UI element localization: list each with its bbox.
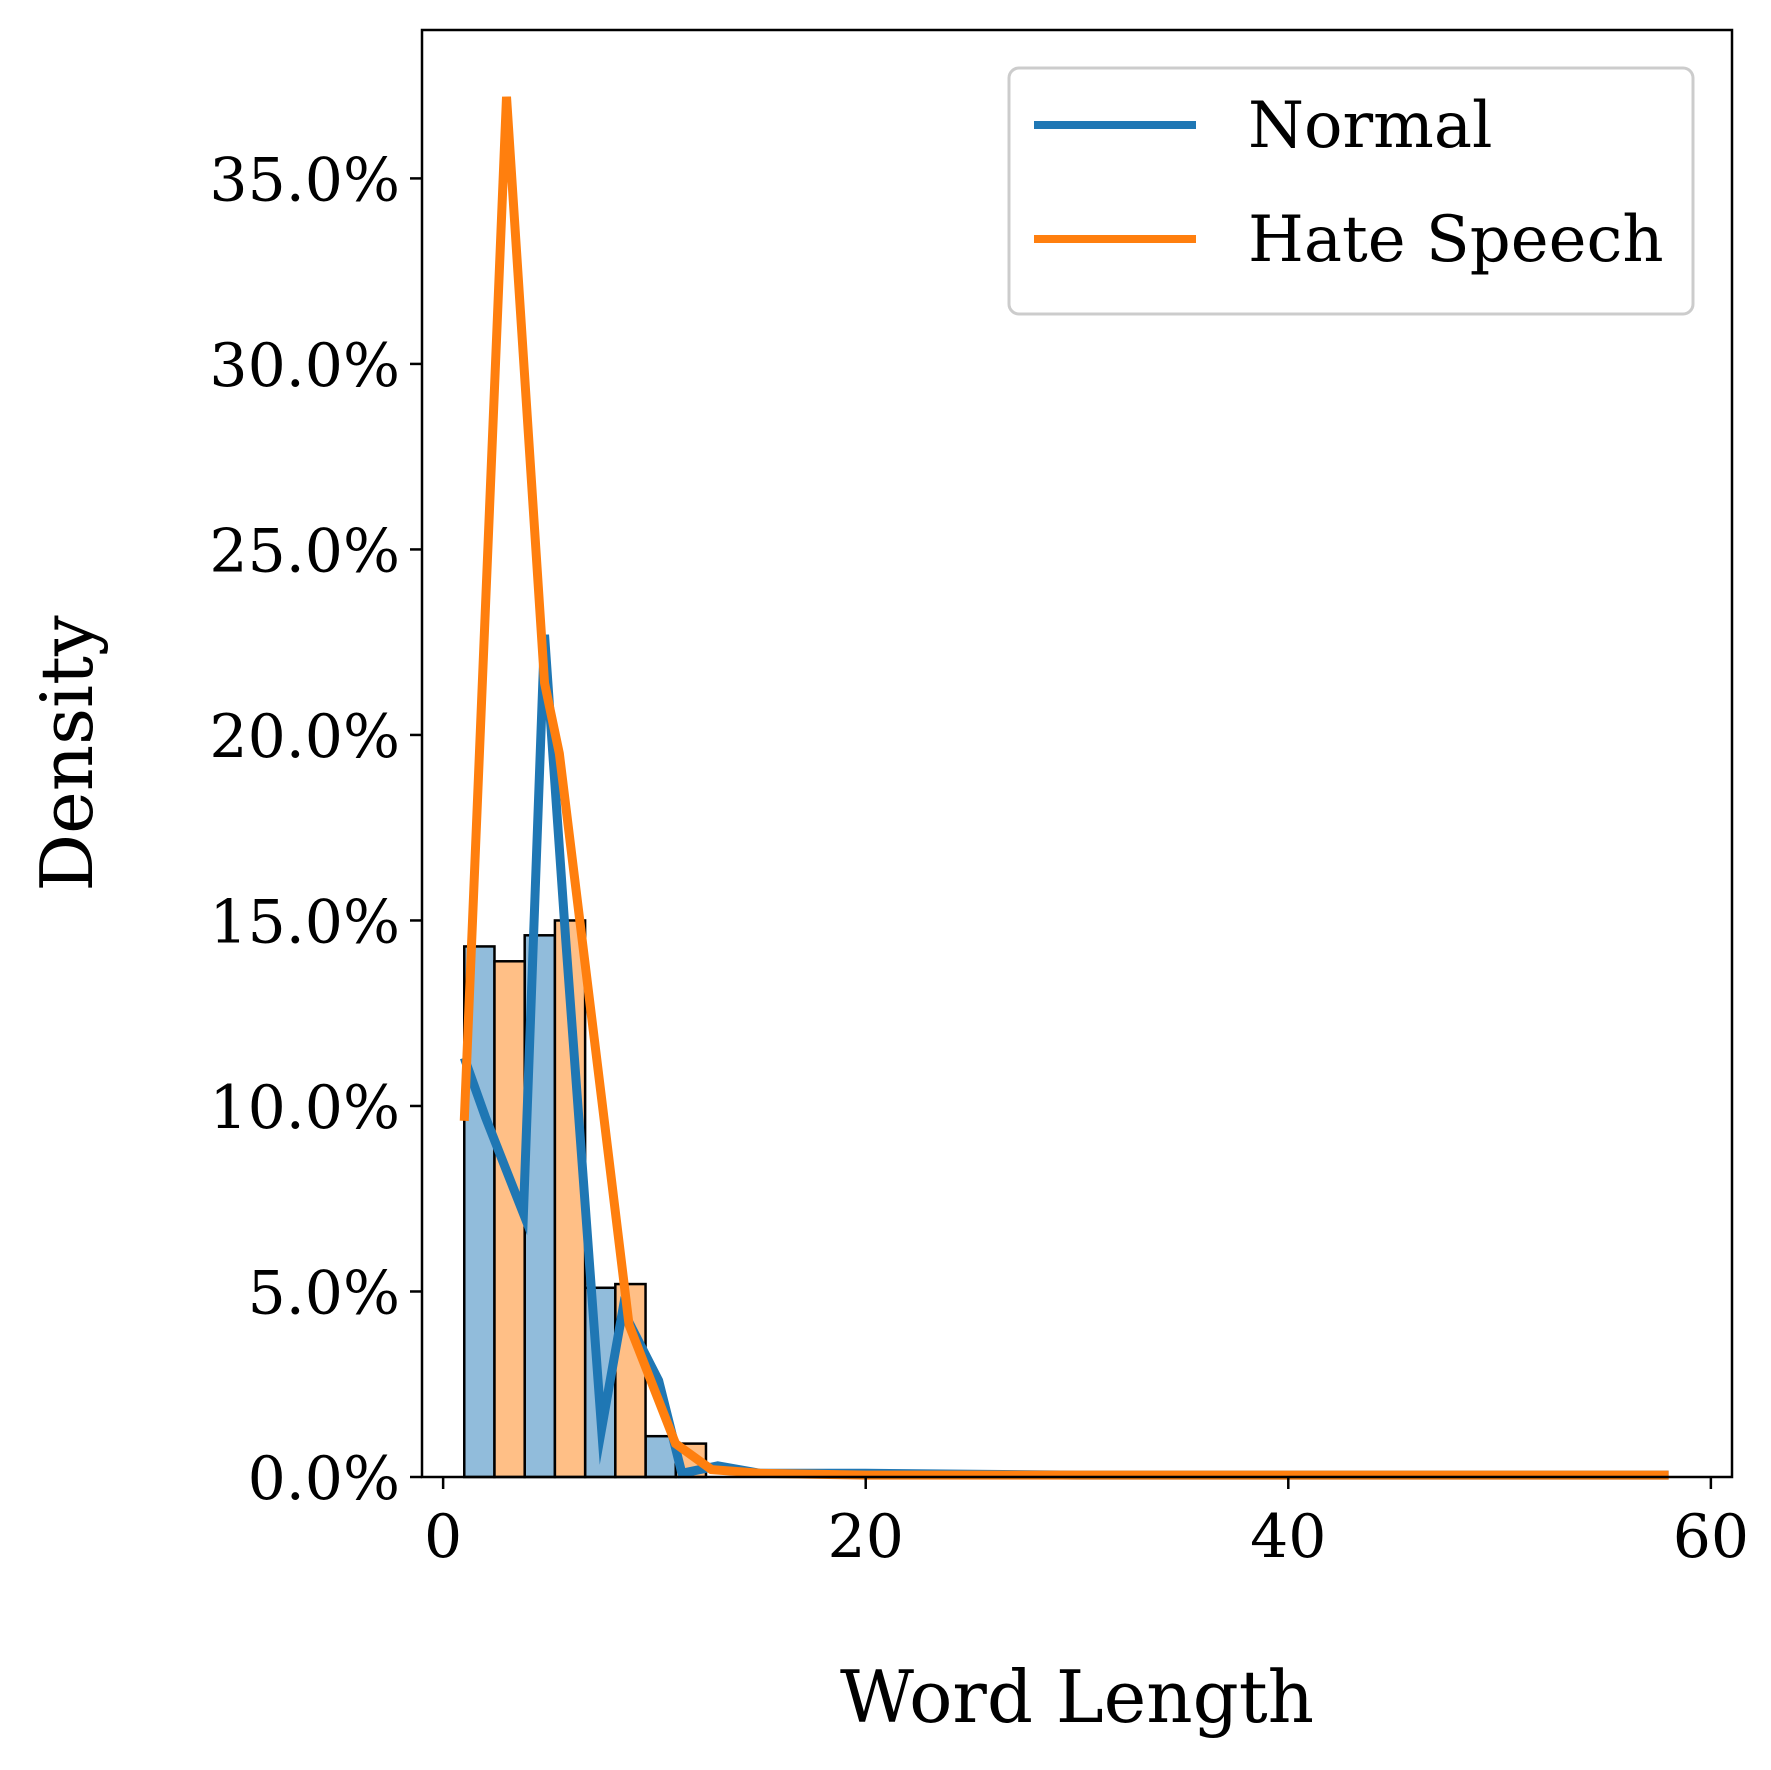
x-axis: 0 20 40 60 xyxy=(424,1477,1749,1572)
legend: Normal Hate Speech xyxy=(1007,66,1695,316)
density-lines xyxy=(459,96,1669,1480)
y-tick-label: 15.0% xyxy=(209,887,400,957)
x-tick-label: 60 xyxy=(1673,1502,1749,1572)
y-tick-label: 5.0% xyxy=(248,1258,400,1328)
bar-hate-speech-0 xyxy=(493,960,526,1479)
y-tick-label: 10.0% xyxy=(209,1073,400,1143)
legend-label-hate-speech: Hate Speech xyxy=(1248,203,1664,277)
plot-frame xyxy=(420,28,1734,1479)
y-tick-label: 30.0% xyxy=(209,331,400,401)
y-tick-label: 0.0% xyxy=(248,1444,400,1514)
y-axis: 0.0% 5.0% 10.0% 15.0% 20.0% 25.0% 30.0% 35.0% xyxy=(209,145,422,1514)
legend-label-normal: Normal xyxy=(1248,89,1492,163)
y-axis-title: Density xyxy=(25,615,109,892)
line-hate-speech xyxy=(459,96,1669,1480)
x-tick-label: 0 xyxy=(424,1502,462,1572)
y-tick-label: 25.0% xyxy=(209,516,400,586)
x-axis-title: Word Length xyxy=(840,1655,1314,1739)
x-tick-label: 20 xyxy=(828,1502,904,1572)
legend-box xyxy=(1007,66,1695,316)
y-tick-label: 35.0% xyxy=(209,145,400,215)
y-tick-label: 20.0% xyxy=(209,702,400,772)
x-tick-label: 40 xyxy=(1250,1502,1326,1572)
bar-normal-1 xyxy=(523,934,557,1479)
